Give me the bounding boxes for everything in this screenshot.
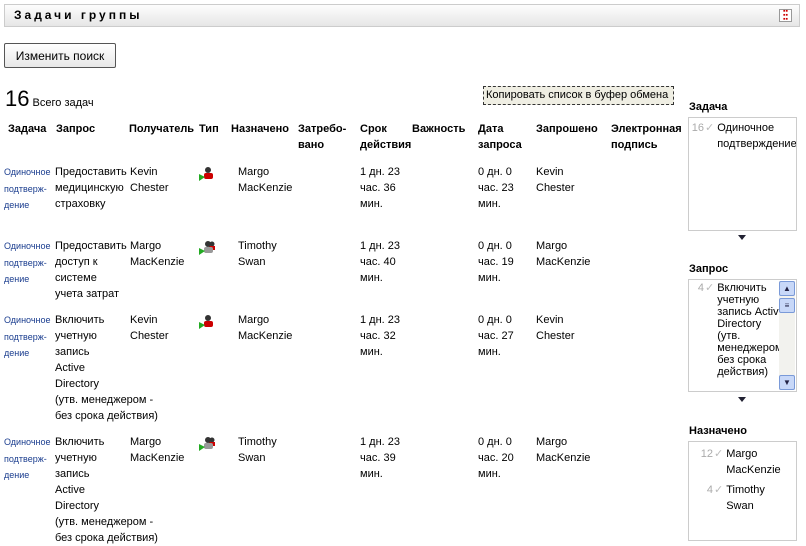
user-task-icon bbox=[199, 315, 213, 329]
task-count: 16 Всего задач bbox=[5, 86, 94, 112]
cell-recipient: Margo MacKenzie bbox=[130, 240, 185, 268]
task-link[interactable]: Одиночное подтверж- дение bbox=[4, 315, 51, 358]
item-text: Одиночное подтверждение bbox=[717, 122, 797, 150]
column-header-priority[interactable]: Важность bbox=[412, 123, 466, 135]
column-header-request[interactable]: Запрос bbox=[56, 123, 96, 135]
column-header-signature[interactable]: Электронная подпись bbox=[611, 123, 682, 151]
cell-requested-by: Kevin Chester bbox=[536, 314, 575, 342]
modify-search-button[interactable]: Изменить поиск bbox=[4, 43, 116, 68]
column-header-claimed[interactable]: Затребо- вано bbox=[298, 123, 347, 151]
count-number: 16 bbox=[5, 86, 30, 111]
column-header-recipient[interactable]: Получатель bbox=[129, 123, 195, 135]
task-link[interactable]: Одиночное подтверж- дение bbox=[4, 437, 51, 480]
filter-item[interactable]: 4 ✓ Timothy Swan bbox=[689, 478, 796, 514]
filter-list[interactable]: 4 ✓ Включить учетную запись Active Directo… bbox=[688, 279, 797, 392]
cell-due: 1 дн. 23 час. 40 мин. bbox=[360, 240, 401, 284]
check-icon: ✓ bbox=[705, 122, 715, 134]
cell-due: 1 дн. 23 час. 32 мин. bbox=[360, 314, 401, 358]
check-icon: ✓ bbox=[714, 484, 724, 496]
page-header: Задачи группы ▪▪ ▪▪ ▪▪ bbox=[4, 4, 800, 27]
scroll-down-icon[interactable]: ▼ bbox=[779, 375, 795, 390]
cell-assigned: Timothy Swan bbox=[238, 240, 277, 268]
user-task-icon bbox=[199, 167, 213, 181]
scroll-thumb[interactable]: ≡ bbox=[779, 298, 795, 313]
group-task-icon bbox=[199, 437, 215, 451]
task-link[interactable]: Одиночное подтверж- дение bbox=[4, 167, 51, 210]
column-header-task[interactable]: Задача bbox=[8, 123, 47, 135]
item-text: Timothy Swan bbox=[726, 484, 765, 512]
filter-label: Назначено bbox=[689, 425, 748, 437]
cell-request: Предоставить медицинскую страховку bbox=[55, 166, 127, 210]
column-header-assigned[interactable]: Назначено bbox=[231, 123, 290, 135]
cell-recipient: Margo MacKenzie bbox=[130, 436, 185, 464]
column-header-due[interactable]: Срок действия bbox=[360, 123, 412, 151]
check-icon: ✓ bbox=[705, 282, 715, 294]
cell-assigned: Timothy Swan bbox=[238, 436, 277, 464]
check-icon: ✓ bbox=[714, 448, 724, 460]
scrollbar[interactable]: ▲ ≡ ▼ bbox=[779, 281, 795, 390]
filter-item[interactable]: 12 ✓ Margo MacKenzie bbox=[689, 442, 796, 478]
page-title: Задачи группы bbox=[14, 8, 143, 22]
cell-assigned: Margo MacKenzie bbox=[238, 314, 293, 342]
cell-request: Включить учетную запись Active Directory… bbox=[55, 314, 158, 422]
cell-request-date: 0 дн. 0 час. 23 мин. bbox=[478, 166, 514, 210]
cell-due: 1 дн. 23 час. 36 мин. bbox=[360, 166, 401, 210]
column-header-requested-by[interactable]: Запрошено bbox=[536, 123, 598, 135]
scroll-up-icon[interactable]: ▲ bbox=[779, 281, 795, 296]
item-count: 4 bbox=[697, 282, 704, 294]
count-label: Всего задач bbox=[32, 97, 94, 109]
cell-requested-by: Margo MacKenzie bbox=[536, 436, 591, 464]
filter-list[interactable]: 16 ✓ Одиночное подтверждение bbox=[688, 117, 797, 231]
item-text: Margo MacKenzie bbox=[726, 448, 781, 476]
filter-label: Запрос bbox=[689, 263, 729, 275]
cell-recipient: Kevin Chester bbox=[130, 166, 169, 194]
item-count: 16 bbox=[691, 122, 704, 134]
cell-recipient: Kevin Chester bbox=[130, 314, 169, 342]
cell-assigned: Margo MacKenzie bbox=[238, 166, 293, 194]
filter-item[interactable]: 4 ✓ Включить учетную запись Active Directo… bbox=[689, 280, 796, 390]
column-header-type[interactable]: Тип bbox=[199, 123, 219, 135]
copy-list-button[interactable]: Копировать список в буфер обмена bbox=[483, 86, 674, 105]
cell-request: Предоставить доступ к системе учета затр… bbox=[55, 240, 127, 300]
item-count: 4 bbox=[706, 484, 713, 496]
filter-label: Задача bbox=[689, 101, 728, 113]
item-text: Включить учетную запись Active Directory… bbox=[717, 282, 787, 378]
filter-list[interactable]: 12 ✓ Margo MacKenzie 4 ✓ Timothy Swan bbox=[688, 441, 797, 541]
item-count: 12 bbox=[700, 448, 713, 460]
cell-request-date: 0 дн. 0 час. 27 мин. bbox=[478, 314, 514, 358]
cell-request-date: 0 дн. 0 час. 19 мин. bbox=[478, 240, 514, 284]
group-task-icon bbox=[199, 241, 215, 255]
column-header-request-date[interactable]: Дата запроса bbox=[478, 123, 522, 151]
expand-arrow-icon[interactable] bbox=[738, 397, 746, 402]
cell-due: 1 дн. 23 час. 39 мин. bbox=[360, 436, 401, 480]
cell-request-date: 0 дн. 0 час. 20 мин. bbox=[478, 436, 514, 480]
cell-requested-by: Kevin Chester bbox=[536, 166, 575, 194]
task-link[interactable]: Одиночное подтверж- дение bbox=[4, 241, 51, 284]
filter-item[interactable]: 16 ✓ Одиночное подтверждение bbox=[689, 118, 796, 152]
cell-requested-by: Margo MacKenzie bbox=[536, 240, 591, 268]
grid-icon[interactable]: ▪▪ ▪▪ ▪▪ bbox=[779, 8, 792, 23]
expand-arrow-icon[interactable] bbox=[738, 235, 746, 240]
